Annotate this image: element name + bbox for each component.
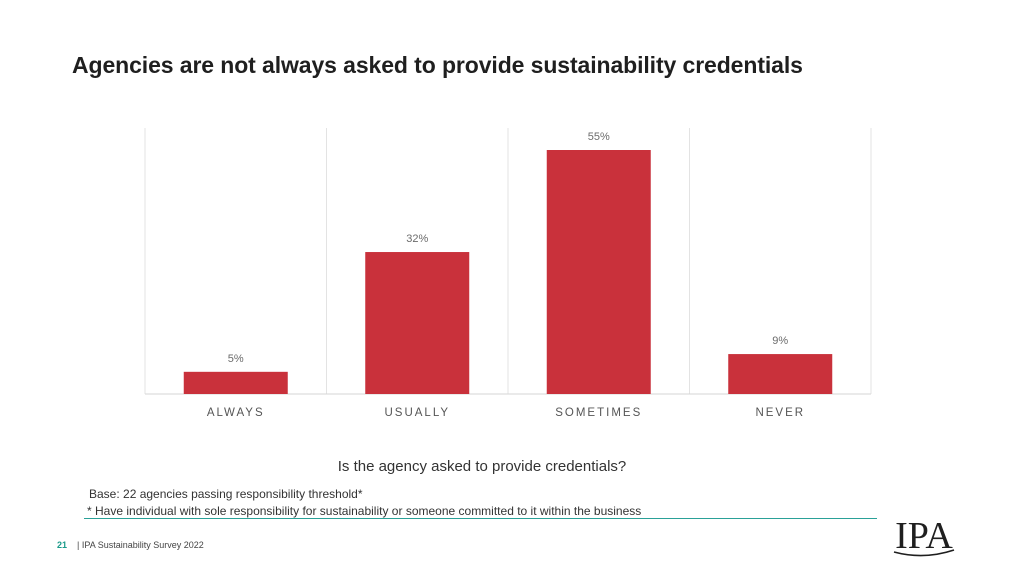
- x-tick-label-always: ALWAYS: [207, 407, 265, 419]
- ipa-logo: IPA: [893, 515, 955, 557]
- x-tick-label-never: NEVER: [755, 407, 805, 419]
- ipa-logo-text: IPA: [895, 515, 953, 557]
- page-number: 21: [57, 540, 68, 550]
- bar-never: [728, 354, 833, 394]
- bar-usually: [365, 252, 470, 394]
- footer-divider: [84, 518, 877, 519]
- bar-sometimes: [546, 150, 651, 394]
- x-tick-label-sometimes: SOMETIMES: [555, 407, 642, 419]
- chart-question-label: Is the agency asked to provide credentia…: [337, 458, 627, 475]
- data-label-usually: 32%: [406, 233, 428, 245]
- data-label-always: 5%: [228, 353, 244, 365]
- footer: 21 | IPA Sustainability Survey 2022: [57, 540, 204, 550]
- footnote: * Have individual with sole responsibili…: [87, 504, 642, 518]
- footer-source: | IPA Sustainability Survey 2022: [77, 540, 204, 550]
- slide-title: Agencies are not always asked to provide…: [72, 52, 803, 78]
- data-label-never: 9%: [772, 335, 788, 347]
- bar-always: [183, 371, 288, 394]
- base-note: Base: 22 agencies passing responsibility…: [89, 487, 363, 501]
- x-tick-label-usually: USUALLY: [384, 407, 450, 419]
- data-label-sometimes: 55%: [588, 131, 610, 143]
